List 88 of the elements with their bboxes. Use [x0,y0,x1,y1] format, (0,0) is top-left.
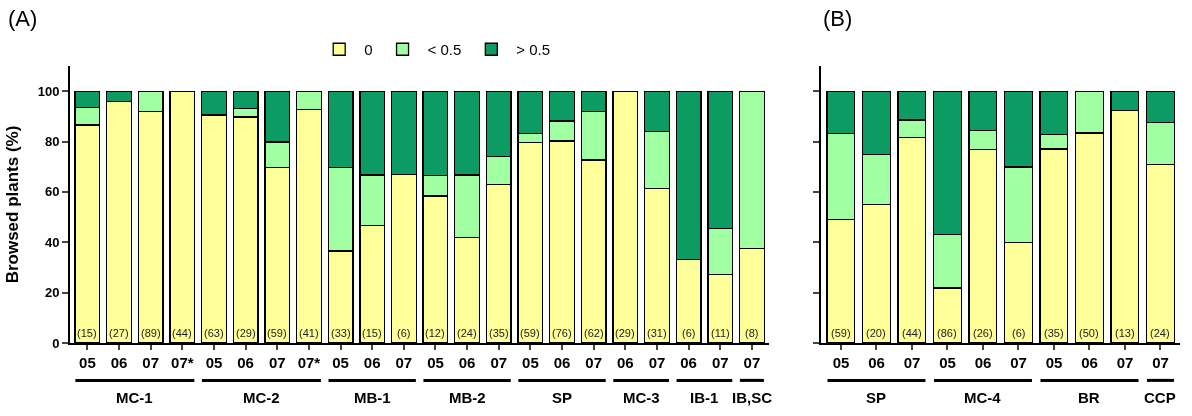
x-tick-label: 06 [553,354,571,371]
x-tick-label: 06 [616,354,634,371]
text: MC-3 [623,389,660,406]
x-tick-label: 07 [711,354,729,371]
annotation: (31) [647,327,667,339]
annotation: (6) [1012,327,1026,339]
x-tick-label: 06 [1081,354,1098,371]
annotation: (59) [267,327,287,339]
chart-title: (A) [8,6,38,31]
annotation: (50) [1079,327,1099,339]
annotation: (13) [1115,327,1135,339]
annotation: (35) [1044,327,1064,339]
text: SP [552,389,573,406]
x-tick-label: 05 [939,354,956,371]
annotation: (27) [109,327,129,339]
y-tick-label: 40 [44,234,60,250]
annotation: (29) [236,327,256,339]
y-tick-label: 100 [37,83,60,99]
text: MC-4 [964,389,1002,406]
x-tick-label: 05 [427,354,444,371]
x-tick-label: 07 [490,354,508,371]
annotation: (44) [902,327,922,339]
y-tick-label: 20 [44,285,60,301]
annotation: (86) [937,327,957,339]
x-tick-label: 07 [1116,354,1134,371]
annotation: (44) [172,327,192,339]
annotation: (8) [745,327,759,339]
annotation: (41) [299,327,319,339]
text: IB-1 [690,389,719,406]
x-tick-label: 07 [142,354,160,371]
text: CCP [1144,389,1176,406]
x-tick-label: 05 [522,354,539,371]
legend-label: 0 [364,41,373,59]
y-tick-label: 0 [52,335,60,351]
annotation: (20) [866,327,886,339]
annotation: (11) [711,327,730,339]
annotation: (12) [425,327,445,339]
x-tick-label: 05 [832,354,850,371]
x-tick-label: 06 [974,354,992,371]
x-tick-label: 05 [79,354,96,371]
annotation: (76) [552,327,572,339]
x-tick-label: 07 [585,354,603,371]
annotation: (59) [831,327,851,339]
legend-label: < 0.5 [427,41,462,59]
text: MB-2 [449,389,486,406]
x-tick-label: 06 [680,354,697,371]
x-tick-label: 07* [297,354,321,371]
x-tick-label: 07 [395,354,413,371]
x-tick-label: 06 [458,354,476,371]
x-tick-label: 07 [1010,354,1027,371]
text: MC-1 [116,389,153,406]
annotation: (24) [1150,327,1170,339]
annotation: (15) [362,327,382,339]
annotation: (6) [682,327,696,339]
x-tick-label: 06 [237,354,254,371]
x-tick-label: 07* [171,354,194,371]
legend-label: > 0.5 [516,41,551,59]
annotation: (35) [489,327,509,339]
x-tick-label: 06 [868,354,885,371]
chart-title: (B) [823,6,853,31]
text: MB-1 [354,389,391,406]
annotation: (33) [331,327,351,339]
x-tick-label: 07 [648,354,666,371]
x-tick-label: 07 [903,354,921,371]
text: SP [866,389,887,406]
annotation: (29) [615,327,635,339]
annotation: (26) [973,327,993,339]
text: BR [1078,389,1100,406]
x-tick-label: 07 [743,354,761,371]
y-axis-title: Browsed plants (%) [2,125,22,284]
annotation: (62) [584,327,604,339]
annotation: (63) [204,327,224,339]
x-tick-label: 07 [1152,354,1169,371]
annotation: (24) [457,327,477,339]
annotation: (15) [77,327,97,339]
annotation: (89) [141,327,161,339]
x-tick-label: 06 [110,354,128,371]
text: IB,SC [732,389,773,406]
y-tick-label: 80 [44,134,60,150]
x-tick-label: 05 [1045,354,1063,371]
annotation: (6) [397,327,411,339]
annotation: (59) [520,327,540,339]
text: MC-2 [243,389,280,406]
x-tick-label: 05 [205,354,223,371]
x-tick-label: 07 [268,354,286,371]
x-tick-label: 05 [332,354,349,371]
y-tick-label: 60 [44,184,60,200]
x-tick-label: 06 [363,354,381,371]
